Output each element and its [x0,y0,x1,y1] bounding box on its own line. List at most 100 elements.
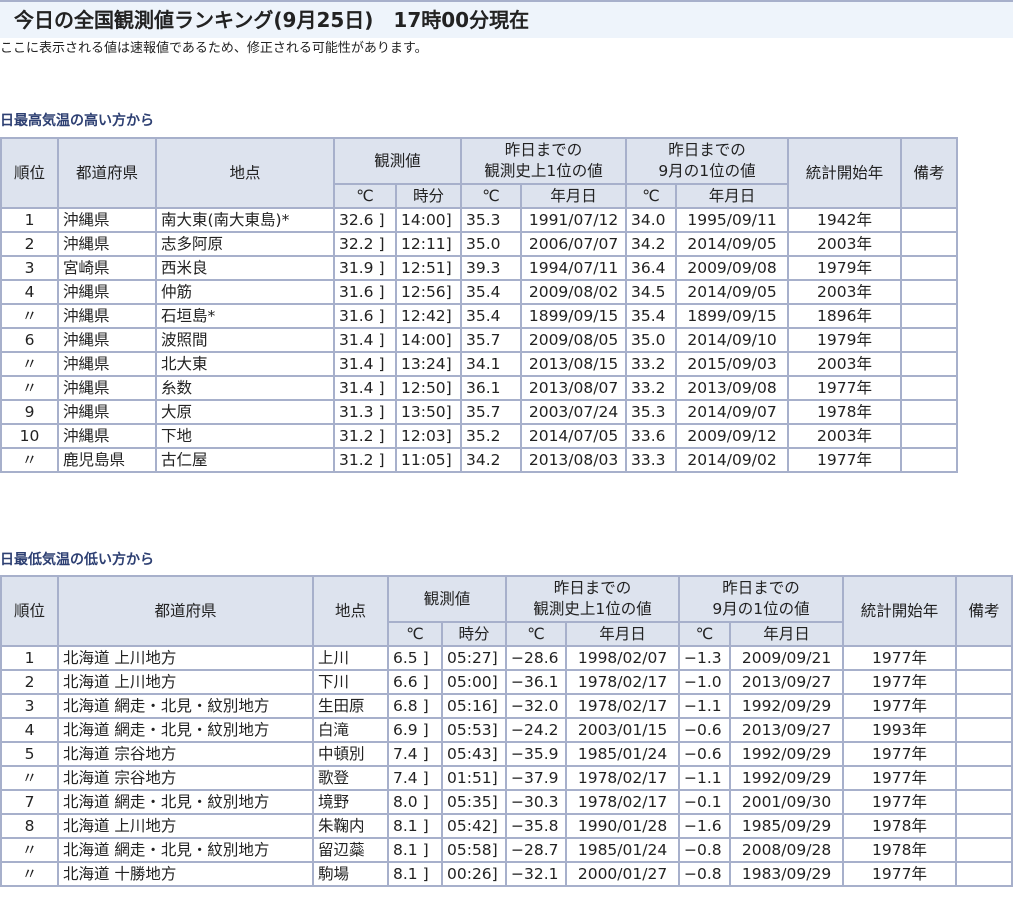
cell-station: 古仁屋 [155,447,335,473]
cell-remarks [955,669,1013,695]
subheader-deg: ℃ [333,183,397,209]
cell-observed-temp: 31.6 ] [333,303,397,329]
cell-start-year: 1977年 [787,447,903,473]
cell-start-year: 1977年 [842,693,958,719]
cell-record-temp: −37.9 [505,765,568,791]
cell-rank: 6 [0,327,59,353]
cell-prefecture: 沖縄県 [57,279,157,305]
header-start-year: 統計開始年 [842,575,958,647]
subheader-deg: ℃ [460,183,523,209]
cell-record-date: 1998/02/07 [565,645,681,671]
cell-rank: 3 [0,693,59,719]
low-temp-table: 順位 都道府県 地点 観測値 昨日までの 観測史上1位の値 昨日までの 9月の1位の値 統計… [0,575,1013,887]
cell-station: 下川 [312,669,389,695]
table-row: 2 北海道 上川地方 下川 6.6 ] 05:00] −36.1 1978/02/17 −1.… [0,669,1013,695]
cell-month-temp: 36.4 [625,255,678,281]
cell-month-date: 1899/09/15 [675,303,790,329]
cell-observed-time: 05:35] [440,789,508,815]
table-row: 7 北海道 網走・北見・紋別地方 境野 8.0 ] 05:35] −30.3 1978/02… [0,789,1013,815]
subheader-date: 年月日 [675,183,790,209]
cell-record-date: 2000/01/27 [565,861,681,887]
cell-station: 生田原 [312,693,389,719]
cell-observed-time: 01:51] [440,765,508,791]
cell-observed-time: 12:11] [394,231,463,257]
header-station: 地点 [312,575,389,647]
subheader-date: 年月日 [520,183,628,209]
cell-record-temp: −36.1 [505,669,568,695]
cell-month-temp: −0.8 [678,861,732,887]
cell-observed-temp: 8.1 ] [387,837,443,863]
cell-record-date: 2006/07/07 [520,231,628,257]
cell-prefecture: 沖縄県 [57,399,157,425]
cell-month-temp: 34.0 [625,207,678,233]
cell-record-temp: 34.1 [460,351,523,377]
cell-month-temp: −0.6 [678,741,732,767]
cell-remarks [955,813,1013,839]
cell-prefecture: 鹿児島県 [57,447,157,473]
section-heading-high: 日最高気温の高い方から [0,113,154,129]
cell-record-date: 2003/01/15 [565,717,681,743]
header-station: 地点 [155,137,335,209]
high-temp-table: 順位 都道府県 地点 観測値 昨日までの 観測史上1位の値 昨日までの 9月の1位の値 統計… [0,137,959,473]
table-row: 9 沖縄県 大原 31.3 ] 13:50] 35.7 2003/07/24 35.3 2014… [0,399,959,425]
cell-month-date: 2009/09/12 [675,423,790,449]
header-month-record: 昨日までの 9月の1位の値 [678,575,845,623]
cell-prefecture: 沖縄県 [57,351,157,377]
table-row: 〃沖縄県 糸数 31.4 ] 12:50] 36.1 2013/08/07 33.2 2013… [0,375,959,401]
header-remarks: 備考 [955,575,1013,647]
cell-rank: 5 [0,741,59,767]
cell-observed-time: 05:27] [440,645,508,671]
cell-month-date: 1985/09/29 [729,813,845,839]
cell-remarks [900,207,959,233]
cell-rank: 〃 [0,447,59,473]
cell-remarks [900,399,959,425]
cell-record-temp: −28.7 [505,837,568,863]
cell-observed-time: 05:58] [440,837,508,863]
cell-observed-time: 05:43] [440,741,508,767]
cell-observed-temp: 31.4 ] [333,351,397,377]
cell-month-temp: 34.5 [625,279,678,305]
cell-month-temp: 35.0 [625,327,678,353]
cell-start-year: 2003年 [787,279,903,305]
cell-prefecture: 北海道 網走・北見・紋別地方 [57,717,314,743]
cell-record-date: 2013/08/15 [520,351,628,377]
cell-record-temp: −32.1 [505,861,568,887]
header-prefecture: 都道府県 [57,575,314,647]
header-observed: 観測値 [386,575,508,623]
cell-remarks [955,789,1013,815]
cell-station: 大原 [155,399,335,425]
subheader-date: 年月日 [565,621,681,647]
cell-start-year: 1977年 [842,645,958,671]
cell-prefecture: 北海道 十勝地方 [57,861,314,887]
cell-start-year: 2003年 [787,351,903,377]
cell-record-temp: −35.9 [505,741,568,767]
cell-rank: 〃 [0,375,59,401]
cell-month-temp: −0.6 [678,717,732,743]
cell-month-date: 2013/09/27 [729,717,845,743]
disclaimer-note: ここに表示される値は速報値であるため、修正される可能性があります。 [0,41,428,56]
cell-start-year: 1978年 [842,813,958,839]
cell-record-temp: 39.3 [460,255,523,281]
table-row: 6 沖縄県 波照間 31.4 ] 14:00] 35.7 2009/08/05 35.0 201… [0,327,959,353]
cell-record-temp: 35.2 [460,423,523,449]
table-row: 〃鹿児島県 古仁屋 31.2 ] 11:05] 34.2 2013/08/03 33.3 20… [0,447,959,473]
cell-month-temp: −1.6 [678,813,732,839]
cell-remarks [900,255,959,281]
cell-record-temp: −28.6 [505,645,568,671]
cell-rank: 〃 [0,303,59,329]
cell-remarks [900,423,959,449]
cell-observed-temp: 6.5 ] [387,645,443,671]
cell-prefecture: 沖縄県 [57,303,157,329]
cell-start-year: 1977年 [842,741,958,767]
cell-station: 波照間 [155,327,335,353]
cell-month-date: 2014/09/05 [675,231,790,257]
cell-prefecture: 北海道 網走・北見・紋別地方 [57,837,314,863]
cell-remarks [900,231,959,257]
table-row: 3 宮崎県 西米良 31.9 ] 12:51] 39.3 1994/07/11 36.4 200… [0,255,959,281]
cell-start-year: 1977年 [842,765,958,791]
cell-observed-time: 12:50] [394,375,463,401]
cell-month-date: 2009/09/21 [729,645,845,671]
cell-observed-time: 14:00] [394,327,463,353]
cell-month-date: 2001/09/30 [729,789,845,815]
cell-rank: 2 [0,231,59,257]
